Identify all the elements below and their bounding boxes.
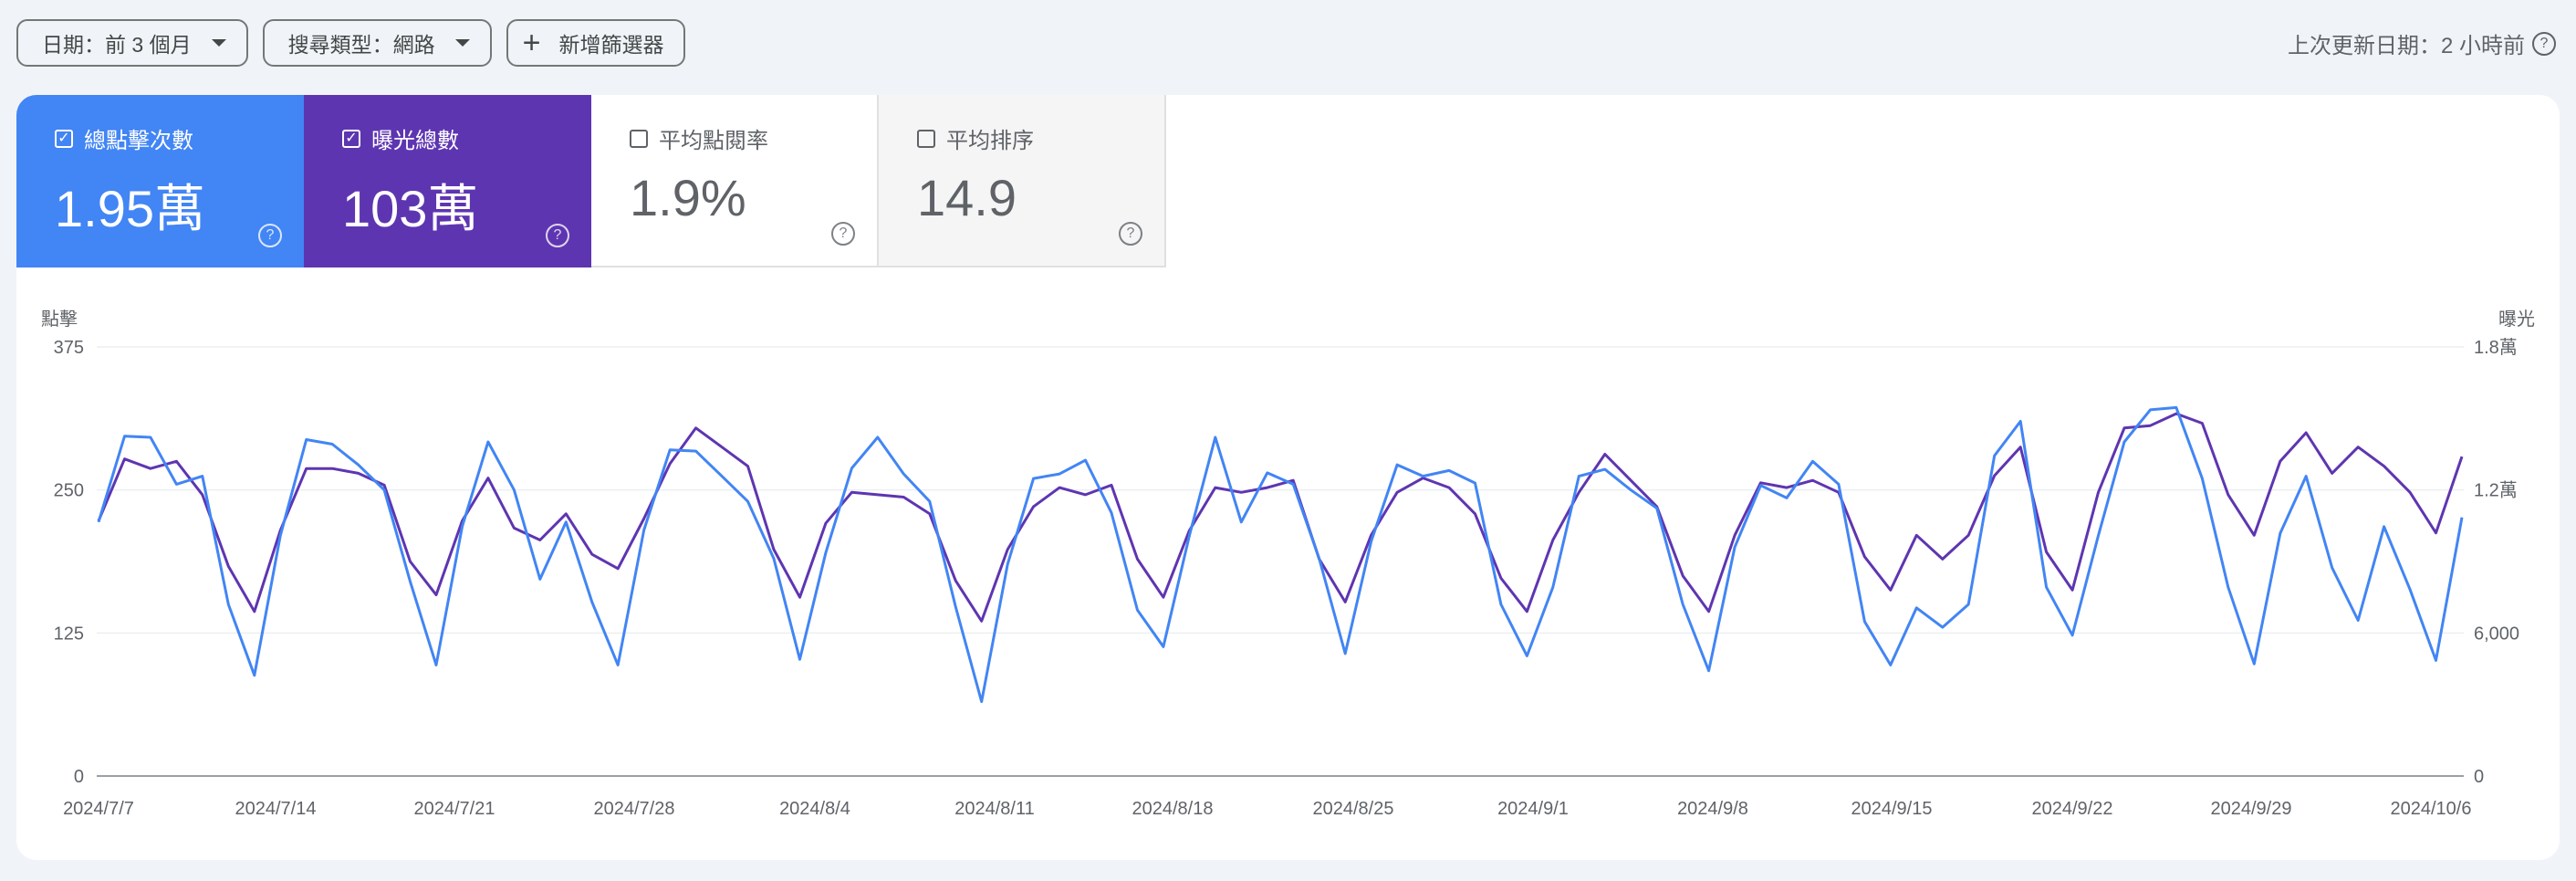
- checkbox-checked-icon: ✓: [342, 129, 360, 148]
- impressions-series-line: [97, 412, 2464, 623]
- x-tick-label: 2024/7/28: [594, 799, 675, 819]
- right-axis-title: 曝光: [2498, 309, 2535, 330]
- left-axis-title: 點擊: [41, 309, 78, 330]
- help-icon[interactable]: ?: [546, 224, 569, 247]
- x-tick-label: 2024/10/6: [2391, 799, 2472, 819]
- dropdown-arrow-icon: [454, 39, 470, 47]
- metric-tiles: ✓ 總點擊次數 1.95萬 ? ✓ 曝光總數 103萬 ? 平均點閱率 1.9% ?…: [16, 95, 1166, 267]
- checkbox-unchecked-icon: [917, 129, 935, 148]
- right-tick-label: 1.8萬: [2474, 337, 2518, 358]
- metric-tile-impressions[interactable]: ✓ 曝光總數 103萬 ?: [304, 95, 591, 267]
- left-tick-label: 375: [54, 338, 84, 358]
- x-tick-label: 2024/8/11: [954, 799, 1035, 819]
- x-tick-label: 2024/7/7: [63, 799, 134, 819]
- metric-tile-clicks[interactable]: ✓ 總點擊次數 1.95萬 ?: [16, 95, 304, 267]
- checkbox-unchecked-icon: [630, 129, 648, 148]
- metric-tile-ctr[interactable]: 平均點閱率 1.9% ?: [591, 95, 879, 267]
- right-tick-label: 6,000: [2474, 624, 2519, 644]
- help-icon[interactable]: ?: [258, 224, 282, 247]
- metric-label: 曝光總數: [371, 129, 459, 153]
- search-type-filter-chip[interactable]: 搜尋類型：網路: [262, 19, 492, 67]
- left-tick-label: 125: [54, 624, 84, 644]
- plus-icon: +: [522, 26, 541, 60]
- checkbox-checked-icon: ✓: [55, 129, 73, 148]
- date-filter-chip[interactable]: 日期：前 3 個月: [16, 19, 248, 67]
- metric-value: 14.9: [917, 169, 1017, 226]
- performance-card: ✓ 總點擊次數 1.95萬 ? ✓ 曝光總數 103萬 ? 平均點閱率 1.9% ?…: [16, 95, 2560, 860]
- date-filter-label: 日期：前 3 個月: [42, 33, 192, 57]
- x-tick-label: 2024/9/22: [2032, 799, 2113, 819]
- x-tick-label: 2024/8/25: [1313, 799, 1394, 819]
- x-tick-label: 2024/9/8: [1677, 799, 1748, 819]
- last-updated-text: 上次更新日期：2 小時前: [2287, 34, 2525, 58]
- metric-tile-position[interactable]: 平均排序 14.9 ?: [879, 95, 1166, 267]
- last-updated: 上次更新日期：2 小時前 ?: [2288, 27, 2556, 59]
- help-icon[interactable]: ?: [2532, 31, 2556, 56]
- filter-toolbar: 日期：前 3 個月 搜尋類型：網路 + 新增篩選器: [16, 19, 686, 70]
- clicks-series-line: [97, 405, 2464, 703]
- add-filter-label: 新增篩選器: [558, 33, 664, 57]
- x-tick-label: 2024/8/4: [779, 799, 850, 819]
- x-tick-label: 2024/7/14: [235, 799, 317, 819]
- x-tick-label: 2024/9/1: [1497, 799, 1569, 819]
- performance-chart: 點擊 曝光 0 0 125 6,000 250 1.2萬 375 1.8萬 2024/7/7 2024…: [41, 309, 2535, 819]
- x-tick-label: 2024/7/21: [414, 799, 495, 819]
- left-tick-label: 0: [74, 767, 84, 787]
- metric-value: 103萬: [342, 180, 479, 237]
- x-tick-label: 2024/9/29: [2211, 799, 2292, 819]
- metric-label: 總點擊次數: [84, 129, 193, 153]
- left-tick-label: 250: [54, 481, 84, 501]
- x-tick-label: 2024/8/18: [1132, 799, 1214, 819]
- dropdown-arrow-icon: [211, 39, 226, 47]
- metric-label: 平均排序: [946, 129, 1034, 153]
- metric-value: 1.95萬: [55, 180, 205, 237]
- metric-value: 1.9%: [630, 169, 746, 226]
- metric-label: 平均點閱率: [659, 129, 768, 153]
- search-type-filter-label: 搜尋類型：網路: [287, 33, 435, 57]
- x-tick-label: 2024/9/15: [1851, 799, 1933, 819]
- right-tick-label: 0: [2474, 767, 2484, 787]
- add-filter-button[interactable]: + 新增篩選器: [506, 19, 686, 67]
- help-icon[interactable]: ?: [831, 222, 855, 246]
- right-tick-label: 1.2萬: [2474, 480, 2518, 501]
- help-icon[interactable]: ?: [1119, 222, 1142, 246]
